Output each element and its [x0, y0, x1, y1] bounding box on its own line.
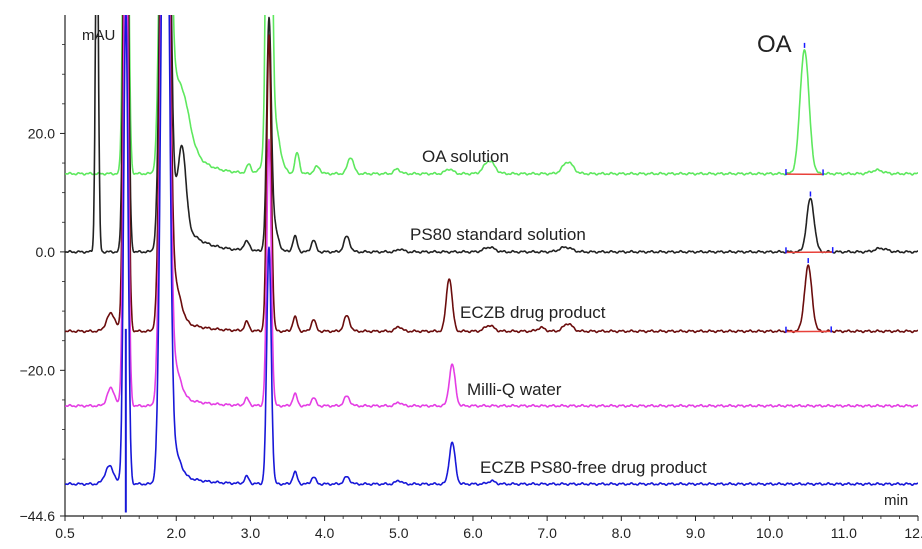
x-tick-label: 3.0	[241, 525, 261, 541]
x-tick-label: 4.0	[315, 525, 335, 541]
x-tick-label: 7.0	[537, 525, 557, 541]
y-axis-unit: mAU	[82, 27, 115, 44]
x-tick-label: 0.5	[55, 525, 75, 541]
x-tick-label: 12.0	[904, 525, 922, 541]
x-tick-label: 8.0	[612, 525, 632, 541]
x-tick-label: 2.0	[167, 525, 187, 541]
trace-5	[65, 15, 918, 486]
x-tick-label: 6.0	[463, 525, 483, 541]
peak-integration-marks	[124, 42, 834, 513]
trace-label-2: PS80 standard solution	[410, 225, 586, 244]
x-tick-label: 11.0	[831, 525, 857, 541]
trace-4	[65, 15, 918, 408]
trace-label-3: ECZB drug product	[460, 303, 606, 322]
oa-peak-label: OA	[757, 31, 792, 58]
trace-label-4: Milli-Q water	[467, 380, 562, 399]
x-axis-unit: min	[884, 492, 908, 509]
x-tick-label: 10.0	[756, 525, 783, 541]
traces	[65, 15, 918, 486]
x-tick-label: 5.0	[389, 525, 409, 541]
y-tick-label: −44.6	[20, 508, 56, 524]
trace-label-1: OA solution	[422, 147, 509, 166]
y-tick-label: 20.0	[28, 125, 55, 141]
y-tick-label: −20.0	[20, 362, 56, 378]
axes: 0.5 2.0 3.0 4.0 5.0 6.0 7.0 8.0 9.0 10.0 11.0 12.0 2…	[20, 15, 922, 541]
trace-1	[65, 15, 918, 176]
trace-2	[65, 15, 918, 254]
x-tick-label: 9.0	[686, 525, 706, 541]
y-tick-label: 0.0	[36, 244, 56, 260]
trace-3	[65, 15, 918, 334]
trace-labels: OA solution PS80 standard solution ECZB dr…	[410, 147, 707, 477]
trace-label-5: ECZB PS80-free drug product	[480, 458, 707, 477]
